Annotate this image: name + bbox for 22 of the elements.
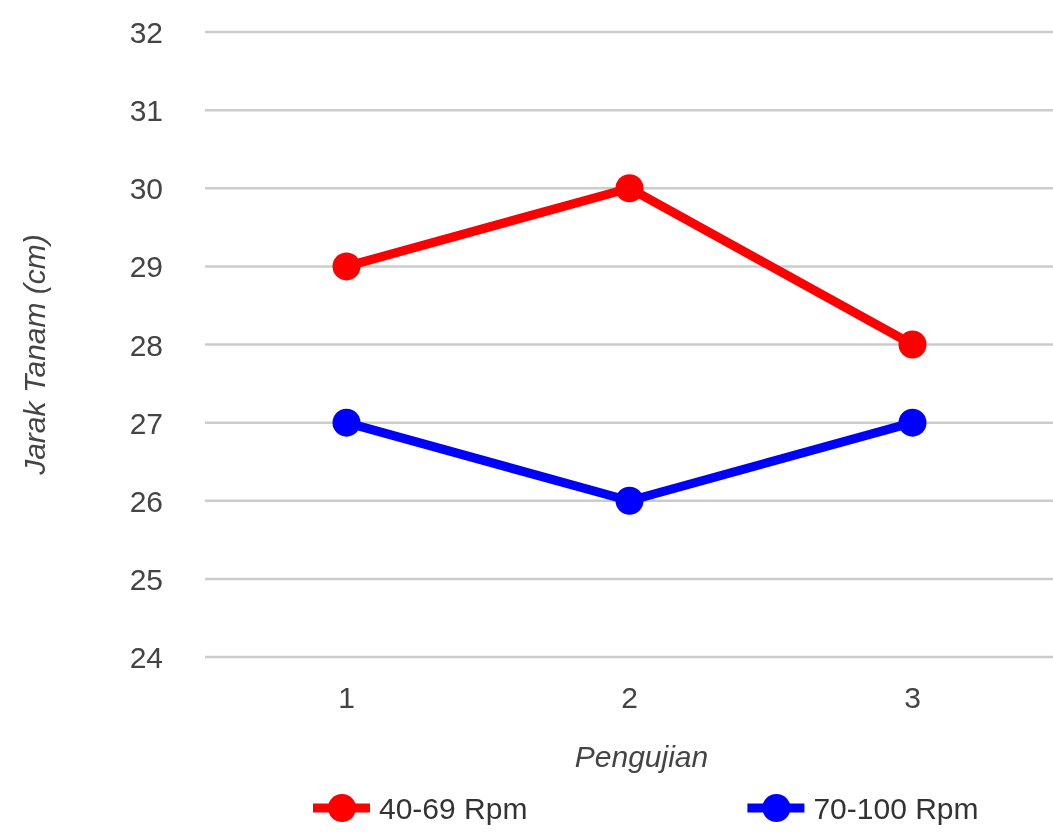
y-tick-label: 29 xyxy=(129,250,163,284)
point xyxy=(615,174,644,203)
x-tick-label: 2 xyxy=(621,680,638,714)
y-axis-title: Jarak Tanam (cm) xyxy=(18,234,51,476)
y-tick-label: 24 xyxy=(129,641,163,674)
x-tick-label: 1 xyxy=(338,680,355,714)
point xyxy=(615,486,644,515)
legend-label: 40-69 Rpm xyxy=(379,791,528,825)
y-tick-label: 26 xyxy=(129,484,163,518)
point xyxy=(898,408,927,437)
y-tick-label: 30 xyxy=(129,172,163,206)
point xyxy=(332,252,361,281)
y-tick-label: 32 xyxy=(129,16,163,49)
x-axis-title: Pengujian xyxy=(574,740,709,773)
point xyxy=(898,330,927,359)
y-tick-label: 25 xyxy=(129,562,163,596)
y-tick-label: 27 xyxy=(129,406,163,440)
point xyxy=(332,408,361,437)
x-tick-label: 3 xyxy=(904,680,921,714)
y-tick-label: 31 xyxy=(129,94,163,128)
legend-label: 70-100 Rpm xyxy=(813,791,979,825)
y-tick-label: 28 xyxy=(129,328,163,362)
